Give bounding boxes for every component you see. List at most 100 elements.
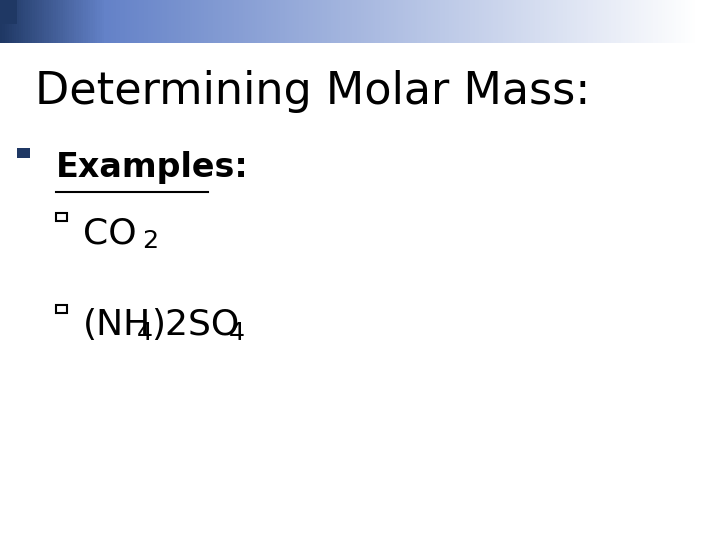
Bar: [204, 0, 206, 43]
Bar: [246, 0, 248, 43]
Bar: [491, 0, 493, 43]
Bar: [368, 0, 371, 43]
Bar: [616, 0, 618, 43]
Bar: [415, 0, 417, 43]
Bar: [86, 0, 88, 43]
Bar: [88, 0, 90, 43]
Bar: [257, 0, 259, 43]
Bar: [408, 0, 410, 43]
Bar: [276, 0, 278, 43]
Bar: [67, 0, 69, 43]
Bar: [259, 0, 261, 43]
Bar: [644, 0, 646, 43]
Bar: [236, 0, 238, 43]
Bar: [158, 0, 160, 43]
Bar: [217, 0, 220, 43]
Bar: [81, 0, 84, 43]
Bar: [510, 0, 512, 43]
Bar: [359, 0, 361, 43]
Bar: [122, 0, 125, 43]
Text: 4: 4: [229, 321, 246, 345]
Bar: [255, 0, 257, 43]
Bar: [197, 0, 199, 43]
Bar: [693, 0, 695, 43]
Bar: [30, 0, 32, 43]
Bar: [468, 0, 470, 43]
Bar: [143, 0, 146, 43]
Bar: [25, 0, 28, 43]
Bar: [570, 0, 572, 43]
Bar: [662, 0, 665, 43]
Bar: [382, 0, 384, 43]
Bar: [526, 0, 528, 43]
Bar: [278, 0, 280, 43]
Bar: [433, 0, 436, 43]
Bar: [139, 0, 141, 43]
Bar: [613, 0, 616, 43]
Bar: [199, 0, 202, 43]
Bar: [400, 0, 403, 43]
Bar: [181, 0, 183, 43]
Bar: [459, 0, 461, 43]
Bar: [394, 0, 396, 43]
Bar: [642, 0, 644, 43]
Bar: [336, 0, 338, 43]
Bar: [410, 0, 413, 43]
Bar: [436, 0, 438, 43]
Bar: [188, 0, 190, 43]
Bar: [4, 0, 7, 43]
Bar: [556, 0, 558, 43]
Bar: [46, 0, 49, 43]
Bar: [375, 0, 377, 43]
Bar: [299, 0, 301, 43]
Bar: [419, 0, 421, 43]
Bar: [512, 0, 514, 43]
Bar: [377, 0, 379, 43]
Bar: [674, 0, 676, 43]
Bar: [234, 0, 236, 43]
Bar: [42, 0, 44, 43]
Bar: [32, 0, 35, 43]
Bar: [227, 0, 229, 43]
Bar: [308, 0, 310, 43]
Bar: [141, 0, 143, 43]
Bar: [225, 0, 227, 43]
Bar: [310, 0, 312, 43]
Bar: [208, 0, 211, 43]
Bar: [588, 0, 590, 43]
Bar: [651, 0, 653, 43]
Bar: [315, 0, 318, 43]
Text: Determining Molar Mass:: Determining Molar Mass:: [35, 70, 590, 113]
Bar: [171, 0, 174, 43]
Bar: [72, 0, 74, 43]
Bar: [331, 0, 333, 43]
Bar: [480, 0, 482, 43]
Bar: [167, 0, 169, 43]
Bar: [690, 0, 693, 43]
Bar: [424, 0, 426, 43]
Bar: [324, 0, 327, 43]
Bar: [611, 0, 613, 43]
Bar: [264, 0, 266, 43]
Bar: [306, 0, 308, 43]
Bar: [60, 0, 63, 43]
Bar: [90, 0, 93, 43]
Bar: [489, 0, 491, 43]
Bar: [634, 0, 636, 43]
Bar: [572, 0, 575, 43]
Bar: [329, 0, 331, 43]
Bar: [185, 0, 188, 43]
Bar: [602, 0, 604, 43]
Bar: [150, 0, 153, 43]
Bar: [127, 0, 130, 43]
Bar: [352, 0, 354, 43]
Bar: [373, 0, 375, 43]
Bar: [294, 0, 297, 43]
Text: 4: 4: [137, 321, 153, 345]
Bar: [176, 0, 179, 43]
Bar: [495, 0, 498, 43]
Bar: [354, 0, 356, 43]
Bar: [667, 0, 670, 43]
Bar: [516, 0, 518, 43]
Bar: [320, 0, 322, 43]
